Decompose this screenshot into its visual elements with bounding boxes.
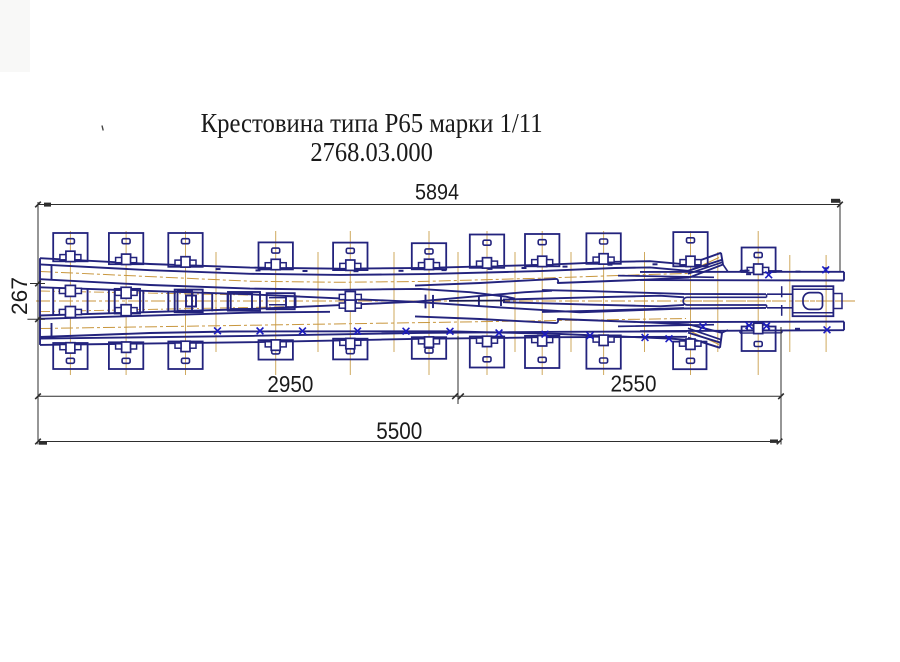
- svg-text:Крестовина типа Р65 марки 1/11: Крестовина типа Р65 марки 1/11: [201, 108, 543, 138]
- svg-text:5500: 5500: [376, 418, 422, 445]
- svg-text:2768.03.000: 2768.03.000: [310, 137, 433, 167]
- svg-text:2950: 2950: [267, 371, 313, 397]
- svg-text:2550: 2550: [611, 371, 657, 397]
- svg-text:267: 267: [7, 277, 32, 315]
- svg-text:5894: 5894: [415, 180, 459, 205]
